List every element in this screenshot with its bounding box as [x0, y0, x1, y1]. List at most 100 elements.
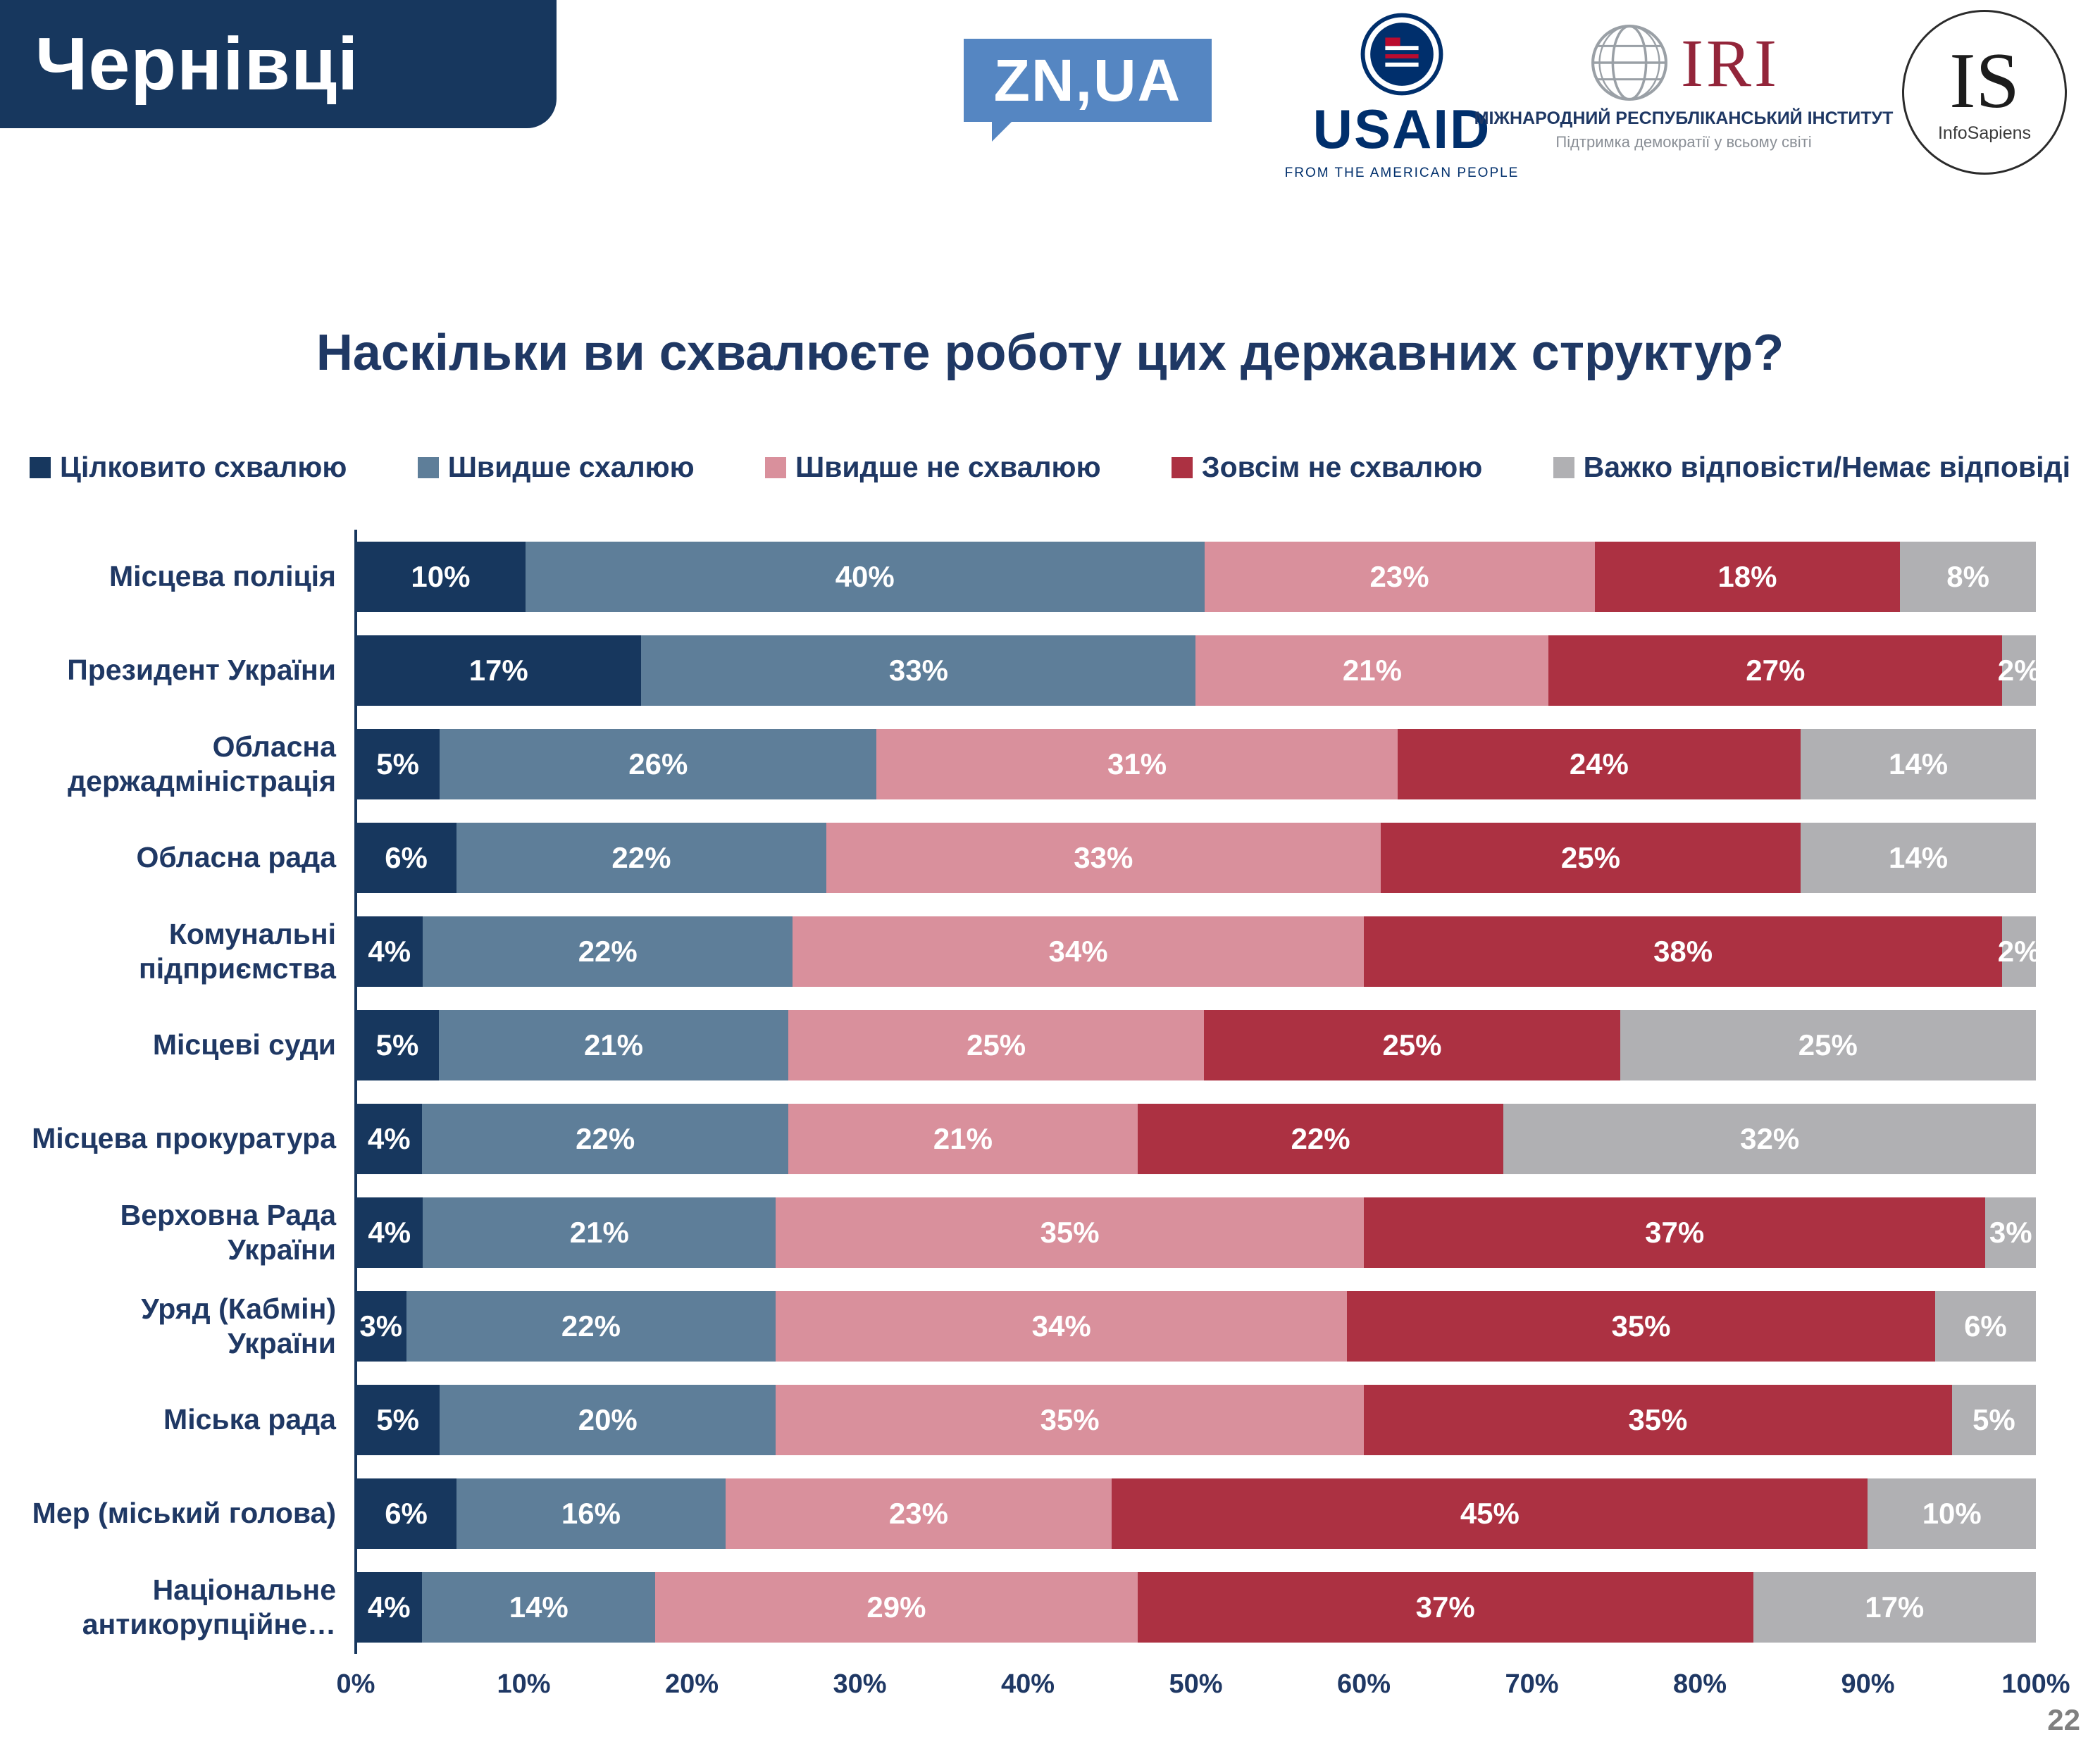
bar-value-label: 4%	[367, 1590, 411, 1624]
bar-segment: 10%	[1868, 1478, 2036, 1549]
bar-value-label: 5%	[1972, 1402, 2015, 1436]
stacked-bar: 4% 21% 35% 37% 3%	[356, 1197, 2036, 1268]
bar-value-label: 37%	[1645, 1215, 1705, 1249]
chart-row: Міська рада 5% 20% 35% 35% 5%	[32, 1373, 2036, 1466]
legend-item: Цілковито схвалюю	[30, 451, 347, 484]
bar-segment: 38%	[1363, 916, 2003, 987]
bar-value-label: 10%	[1922, 1496, 1982, 1530]
x-tick-label: 50%	[1169, 1669, 1223, 1699]
x-tick-label: 100%	[2001, 1669, 2070, 1699]
stacked-bar: 5% 21% 25% 25% 25%	[356, 1009, 2036, 1080]
bar-segment: 4%	[356, 1103, 423, 1174]
bar-segment: 3%	[1985, 1197, 2036, 1268]
bar-value-label: 34%	[1048, 934, 1108, 968]
bar-value-label: 34%	[1031, 1309, 1091, 1343]
bar-segment: 14%	[1801, 728, 2036, 799]
iri-institute-name: МІЖНАРОДНИЙ РЕСПУБЛІКАНСЬКИЙ ІНСТИТУТ	[1474, 108, 1894, 128]
bar-segment: 37%	[1137, 1571, 1753, 1643]
bar-value-label: 4%	[367, 1121, 411, 1155]
bar-value-label: 16%	[561, 1496, 621, 1530]
legend-swatch	[1171, 456, 1193, 478]
legend-label: Цілковито схвалюю	[60, 451, 347, 483]
chart-row: Мер (міський голова) 6% 16% 23% 45% 10%	[32, 1466, 2036, 1560]
infosapiens-logo: IS InfoSapiens	[1902, 10, 2067, 175]
legend-swatch	[417, 456, 439, 478]
bar-segment: 20%	[440, 1384, 776, 1455]
stacked-bar: 4% 14% 29% 37% 17%	[356, 1571, 2036, 1643]
legend-label: Швидше схалюю	[447, 451, 695, 483]
bar-value-label: 38%	[1653, 934, 1713, 968]
chart-row: Місцева поліція 10% 40% 23% 18% 8%	[32, 530, 2036, 623]
bar-segment: 2%	[1998, 916, 2040, 987]
bar-value-label: 4%	[368, 1215, 411, 1249]
bar-segment: 31%	[876, 728, 1398, 799]
category-label: Національне антикорупційне…	[82, 1574, 336, 1640]
chart-row: Уряд (Кабмін) України 3% 22% 34% 35% 6%	[32, 1279, 2036, 1373]
page-number: 22	[2047, 1703, 2080, 1736]
bar-segment: 4%	[356, 916, 423, 987]
bar-segment: 18%	[1594, 541, 1901, 612]
chart-row: Обласна рада 6% 22% 33% 25% 14%	[32, 811, 2036, 904]
category-label: Обласна держадміністрація	[68, 730, 336, 797]
bar-value-label: 3%	[359, 1309, 403, 1343]
legend-label: Зовсім не схвалюю	[1201, 451, 1483, 483]
bar-value-label: 22%	[561, 1309, 621, 1343]
bar-value-label: 40%	[835, 559, 895, 593]
bar-segment: 24%	[1397, 728, 1801, 799]
category-label: Верховна Рада України	[120, 1199, 336, 1266]
bar-segment: 25%	[1380, 822, 1801, 893]
usaid-tagline: FROM THE AMERICAN PEOPLE	[1284, 166, 1520, 180]
y-axis-line	[354, 530, 357, 1654]
bar-segment: 40%	[525, 541, 1205, 612]
bar-segment: 5%	[1951, 1384, 2036, 1455]
x-tick-label: 40%	[1000, 1669, 1055, 1699]
legend-swatch	[1553, 456, 1574, 478]
bar-segment: 14%	[422, 1571, 656, 1643]
bar-segment: 17%	[1753, 1571, 2036, 1643]
bar-segment: 8%	[1900, 541, 2036, 612]
category-label: Уряд (Кабмін) України	[141, 1293, 336, 1359]
bar-segment: 23%	[725, 1478, 1112, 1549]
bar-value-label: 5%	[376, 1402, 419, 1436]
chart-row: Верховна Рада України 4% 21% 35% 37% 3%	[32, 1185, 2036, 1279]
bar-segment: 3%	[356, 1290, 406, 1362]
x-tick-label: 0%	[336, 1669, 375, 1699]
bar-value-label: 14%	[1888, 747, 1949, 780]
bar-segment: 14%	[1801, 822, 2036, 893]
bar-value-label: 22%	[611, 840, 671, 874]
chart: Місцева поліція 10% 40% 23% 18% 8% Президент У…	[32, 530, 2070, 1712]
bar-segment: 5%	[356, 1384, 440, 1455]
bar-segment: 23%	[1204, 541, 1595, 612]
chart-row: Місцеві суди 5% 21% 25% 25% 25%	[32, 998, 2036, 1092]
chart-rows: Місцева поліція 10% 40% 23% 18% 8% Президент У…	[32, 530, 2040, 1654]
bar-segment: 33%	[641, 635, 1196, 706]
x-tick-label: 60%	[1336, 1669, 1391, 1699]
bar-value-label: 2%	[1997, 653, 2041, 687]
bar-value-label: 23%	[888, 1496, 948, 1530]
legend-item: Зовсім не схвалюю	[1171, 451, 1483, 484]
bar-value-label: 32%	[1740, 1121, 1800, 1155]
bar-segment: 33%	[826, 822, 1381, 893]
bar-value-label: 37%	[1415, 1590, 1475, 1624]
usaid-seal-icon	[1360, 13, 1443, 96]
bar-segment: 6%	[356, 1478, 457, 1549]
bar-value-label: 20%	[578, 1402, 638, 1436]
bar-value-label: 3%	[1989, 1215, 2032, 1249]
bar-value-label: 2%	[1997, 934, 2041, 968]
x-tick-label: 70%	[1505, 1669, 1559, 1699]
stacked-bar: 17% 33% 21% 27% 2%	[356, 635, 2040, 706]
x-axis: 0% 10% 20% 30% 40% 50% 60% 70% 80% 90% 100%	[337, 1669, 2070, 1712]
bar-value-label: 6%	[1964, 1309, 2007, 1343]
bar-value-label: 21%	[933, 1121, 993, 1155]
chart-title: Наскільки ви схвалюєте роботу цих держав…	[316, 325, 1784, 381]
category-label: Міська рада	[163, 1403, 336, 1436]
usaid-wordmark: USAID	[1312, 98, 1491, 160]
bar-value-label: 31%	[1107, 747, 1167, 780]
chart-row: Обласна держадміністрація 5% 26% 31% 24% 14%	[32, 717, 2036, 811]
bar-value-label: 21%	[583, 1028, 644, 1061]
bar-segment: 35%	[1364, 1384, 1952, 1455]
bar-segment: 22%	[422, 1103, 788, 1174]
bar-value-label: 24%	[1569, 747, 1629, 780]
bar-segment: 6%	[1934, 1290, 2036, 1362]
